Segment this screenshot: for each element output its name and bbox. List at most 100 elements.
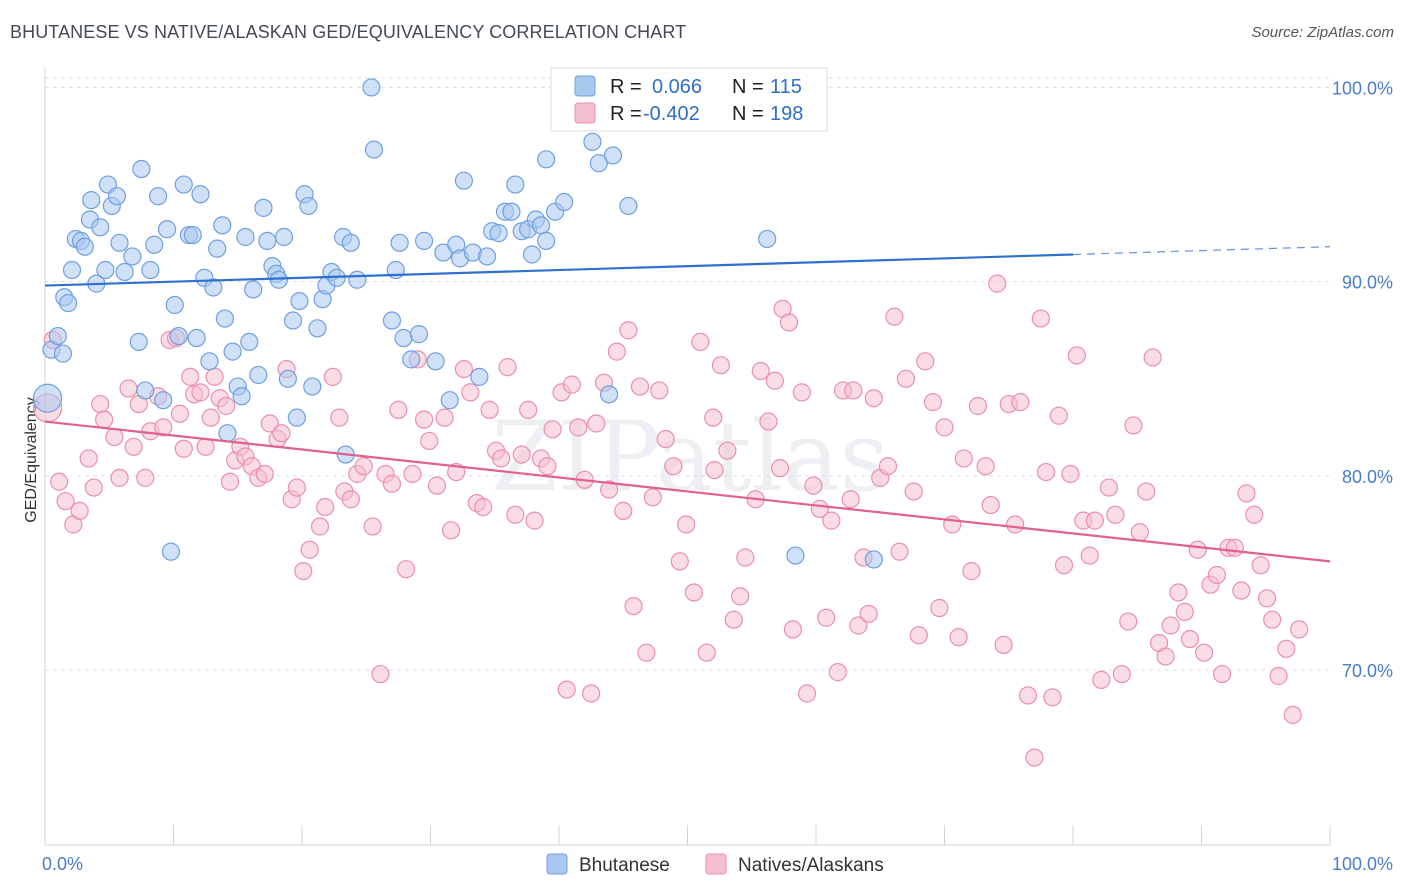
natives-alaskans-point xyxy=(1212,664,1232,684)
natives-alaskans-point xyxy=(718,441,737,460)
legend-n-value-2: 198 xyxy=(770,103,803,125)
natives-alaskans-point xyxy=(427,476,447,495)
natives-alaskans-point xyxy=(435,408,454,427)
natives-alaskans-point xyxy=(56,492,75,511)
natives-alaskans-point xyxy=(1283,705,1302,724)
bhutanese-trend-line xyxy=(44,253,1074,287)
natives-alaskans-point xyxy=(1194,643,1214,662)
legend-r-value-1: 0.066 xyxy=(652,76,702,98)
bhutanese-point xyxy=(348,270,367,289)
bhutanese-point xyxy=(864,550,883,569)
natives-alaskans-point xyxy=(287,478,306,497)
natives-alaskans-point xyxy=(890,542,909,561)
natives-alaskans-point xyxy=(420,431,439,451)
bhutanese-point xyxy=(244,280,263,299)
natives-alaskans-point xyxy=(272,424,291,443)
y-axis-label: GED/Equivalency xyxy=(23,397,40,522)
bhutanese-point xyxy=(174,175,193,194)
natives-alaskans-point xyxy=(543,420,562,439)
bhutanese-point xyxy=(426,352,445,371)
bhutanese-point xyxy=(402,350,421,369)
natives-alaskans-point xyxy=(389,400,408,419)
natives-alaskans-point xyxy=(1263,610,1282,629)
natives-alaskans-point xyxy=(864,389,883,408)
natives-alaskans-point xyxy=(684,583,704,602)
natives-alaskans-point xyxy=(363,517,382,536)
natives-alaskans-point xyxy=(976,457,995,476)
natives-alaskans-point xyxy=(191,383,210,402)
natives-alaskans-point xyxy=(1245,505,1264,524)
bhutanese-point xyxy=(390,233,409,252)
bhutanese-point xyxy=(75,237,94,256)
natives-alaskans-point xyxy=(79,449,98,468)
natives-alaskans-point xyxy=(174,439,193,458)
natives-alaskans-point xyxy=(1054,556,1074,575)
natives-alaskans-point xyxy=(600,480,619,499)
natives-alaskans-point xyxy=(310,517,330,536)
bhutanese-point xyxy=(191,185,210,204)
natives-alaskans-point xyxy=(461,383,480,402)
bhutanese-point xyxy=(183,225,202,245)
natives-alaskans-point xyxy=(323,367,342,386)
legend-n-label-1: N = xyxy=(732,76,764,98)
grid-lines xyxy=(45,77,1330,671)
natives-alaskans-point xyxy=(136,468,155,487)
natives-alaskans-point xyxy=(705,460,724,480)
bhutanese-point xyxy=(537,231,556,250)
natives-alaskans-point xyxy=(569,418,588,437)
natives-alaskans-point xyxy=(480,400,499,419)
natives-alaskans-point xyxy=(664,457,683,476)
bhutanese-point xyxy=(236,227,255,247)
natives-alaskans-point xyxy=(1080,546,1099,565)
y-tick-label: 100.0% xyxy=(1332,78,1393,98)
natives-alaskans-point xyxy=(1137,482,1156,501)
legend-swatch-natives xyxy=(574,102,596,124)
bhutanese-point xyxy=(600,385,619,404)
natives-alaskans-point xyxy=(954,449,973,468)
bhutanese-point xyxy=(53,344,73,363)
natives-alaskans-point xyxy=(828,663,847,682)
natives-alaskans-trend-line xyxy=(44,420,1331,563)
natives-alaskans-point xyxy=(1067,346,1086,365)
natives-alaskans-point xyxy=(300,540,319,559)
natives-alaskans-point xyxy=(1085,511,1104,530)
natives-alaskans-point xyxy=(841,490,860,509)
natives-alaskans-point xyxy=(1251,556,1270,575)
natives-alaskans-point xyxy=(519,400,538,419)
natives-alaskans-point xyxy=(643,488,662,507)
natives-alaskans-point xyxy=(95,410,114,429)
bhutanese-point xyxy=(414,231,434,250)
natives-alaskans-point xyxy=(1112,664,1131,684)
bhutanese-point xyxy=(215,309,234,328)
natives-alaskans-point xyxy=(1277,639,1296,658)
bhutanese-point xyxy=(254,198,273,217)
natives-alaskans-point xyxy=(1257,589,1277,608)
natives-alaskans-point xyxy=(587,414,606,433)
legend-swatch-bhutanese xyxy=(574,75,596,97)
natives-alaskans-point xyxy=(1232,581,1251,600)
natives-alaskans-point xyxy=(614,501,633,520)
watermark: ZIPatlas xyxy=(491,401,889,513)
bottom-legend-bhutanese: Bhutanese xyxy=(579,855,670,876)
natives-alaskans-point xyxy=(538,457,557,476)
natives-alaskans-point xyxy=(506,505,525,524)
natives-alaskans-point xyxy=(1188,540,1207,559)
natives-alaskans-point xyxy=(637,643,656,662)
natives-alaskans-point xyxy=(70,501,89,520)
bhutanese-point xyxy=(502,202,521,221)
natives-alaskans-point xyxy=(822,511,841,530)
natives-alaskans-point xyxy=(878,457,898,476)
bhutanese-point xyxy=(506,175,525,194)
natives-alaskans-point xyxy=(582,684,601,703)
y-tick-label: 90.0% xyxy=(1342,273,1393,293)
natives-alaskans-point xyxy=(770,459,790,478)
bhutanese-point xyxy=(107,187,127,206)
natives-alaskans-point xyxy=(1156,647,1175,666)
natives-alaskans-point xyxy=(1018,686,1038,705)
natives-alaskans-point xyxy=(220,472,240,491)
natives-alaskans-point xyxy=(691,332,710,351)
natives-alaskans-point xyxy=(1099,478,1119,497)
natives-alaskans-point xyxy=(923,393,943,412)
bhutanese-point xyxy=(204,278,223,297)
natives-alaskans-point xyxy=(1130,523,1149,542)
